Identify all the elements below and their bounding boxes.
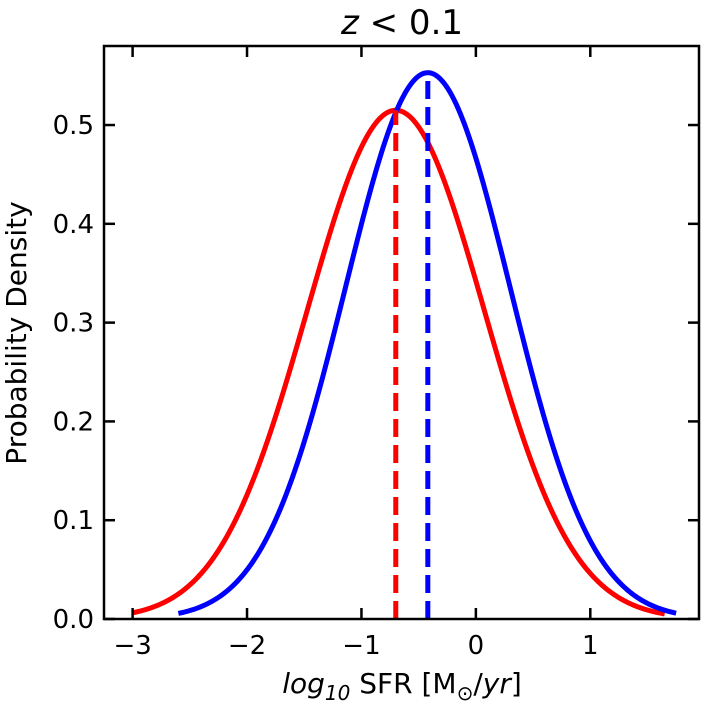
x-label-slash: / [473, 667, 483, 700]
x-tick-label: 1 [582, 631, 599, 661]
y-tick-label: 0.1 [53, 506, 94, 536]
x-label-subscript: 10 [325, 681, 350, 705]
chart-title: z < 0.1 [340, 3, 463, 43]
plot-frame [102, 44, 701, 621]
chart-title-condition: < 0.1 [359, 3, 463, 43]
x-tick-label: −2 [228, 631, 266, 661]
y-tick-label: 0.5 [53, 111, 94, 141]
y-tick-label: 0.4 [53, 210, 94, 240]
x-label-sfr: SFR [M [350, 667, 456, 700]
x-label-sun-symbol: ⊙ [457, 681, 474, 705]
x-tick-label: 0 [468, 631, 485, 661]
y-tick-label: 0.0 [53, 605, 94, 635]
ticks-layer: −3 −2 −1 0 1 0.0 0.1 0.2 0.3 0.4 0.5 [53, 46, 699, 661]
x-label-yr: yr [482, 667, 513, 700]
red-density-curve [132, 107, 666, 617]
y-tick-label: 0.2 [53, 407, 94, 437]
chart-title-variable: z [340, 3, 360, 43]
x-label-log: log [282, 667, 325, 700]
x-tick-label: −3 [113, 631, 151, 661]
x-label-close: ] [511, 667, 522, 700]
x-axis-label: log10 SFR [M⊙/yr] [282, 667, 522, 705]
y-tick-label: 0.3 [53, 309, 94, 339]
x-tick-label: −1 [342, 631, 380, 661]
y-axis-label: Probability Density [0, 201, 33, 464]
plot-data-layer [132, 70, 677, 619]
